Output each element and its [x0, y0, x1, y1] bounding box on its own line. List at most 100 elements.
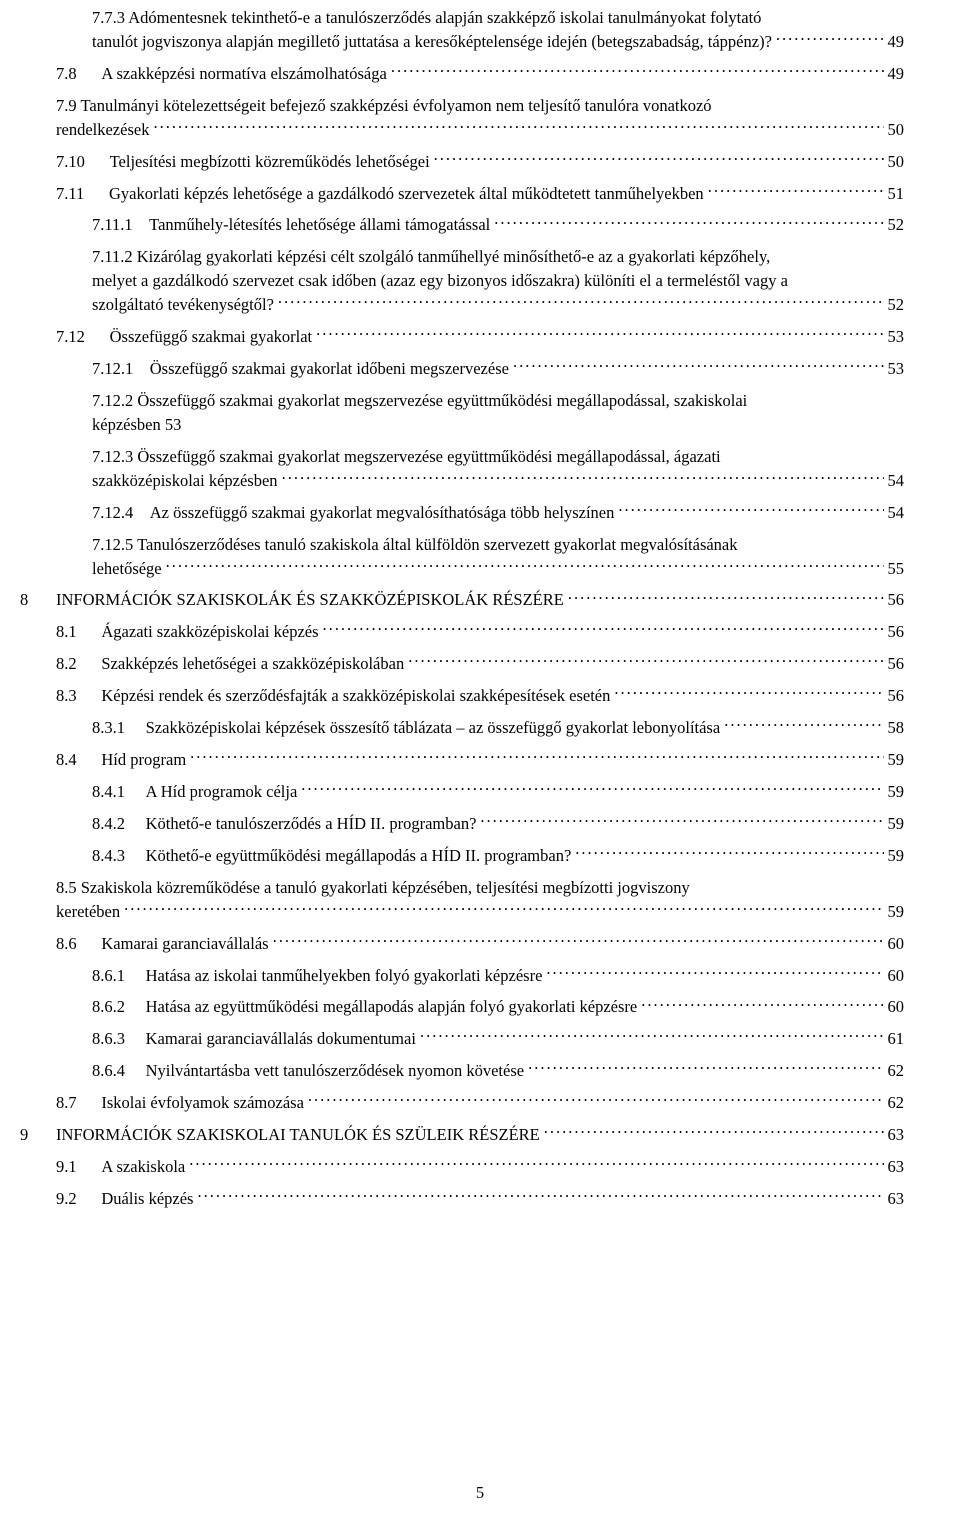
toc-title: A szakiskola: [101, 1155, 185, 1179]
toc-entry[interactable]: 8.6.4 Nyilvántartásba vett tanulószerződ…: [56, 1059, 904, 1083]
toc-gap: [125, 812, 146, 836]
toc-gap: [77, 1091, 102, 1115]
toc-leader-dots: [544, 1124, 884, 1141]
toc-page-ref: 59: [888, 748, 905, 772]
toc-title: Összefüggő szakmai gyakorlat: [110, 325, 313, 349]
toc-container: 7.7.3 Adómentesnek tekinthető-e a tanuló…: [56, 6, 904, 1211]
toc-number: 8.6.2: [92, 995, 125, 1019]
toc-page-ref: 53: [888, 325, 905, 349]
toc-title: Köthető-e együttműködési megállapodás a …: [146, 844, 572, 868]
toc-entry[interactable]: 7.12.2 Összefüggő szakmai gyakorlat megs…: [56, 389, 904, 437]
toc-gap: [77, 748, 102, 772]
toc-entry[interactable]: 8.4.1 A Híd programok célja 59: [56, 780, 904, 804]
toc-title: Gyakorlati képzés lehetősége a gazdálkod…: [109, 182, 704, 206]
toc-entry[interactable]: 7.12.3 Összefüggő szakmai gyakorlat megs…: [56, 445, 904, 493]
page-number: 5: [0, 1483, 960, 1503]
toc-number: 9: [20, 1123, 56, 1147]
toc-entry[interactable]: 9.1 A szakiskola 63: [56, 1155, 904, 1179]
toc-entry[interactable]: 8.7 Iskolai évfolyamok számozása 62: [56, 1091, 904, 1115]
toc-entry[interactable]: 8.3 Képzési rendek és szerződésfajták a …: [56, 684, 904, 708]
toc-entry[interactable]: 7.11.1 Tanműhely-létesítés lehetősége ál…: [56, 213, 904, 237]
toc-page-ref: 49: [888, 62, 905, 86]
toc-entry[interactable]: 7.11.2 Kizárólag gyakorlati képzési célt…: [56, 245, 904, 317]
toc-text-line: melyet a gazdálkodó szervezet csak időbe…: [92, 269, 904, 293]
toc-title: Nyilvántartásba vett tanulószerződések n…: [146, 1059, 524, 1083]
toc-entry[interactable]: 7.12.1 Összefüggő szakmai gyakorlat időb…: [56, 357, 904, 381]
toc-title: Az összefüggő szakmai gyakorlat megvalós…: [150, 501, 615, 525]
toc-gap: [125, 995, 146, 1019]
toc-title: Hatása az együttműködési megállapodás al…: [146, 995, 638, 1019]
toc-entry[interactable]: 7.7.3 Adómentesnek tekinthető-e a tanuló…: [56, 6, 904, 54]
toc-title: INFORMÁCIÓK SZAKISKOLÁK ÉS SZAKKÖZÉPISKO…: [56, 588, 564, 612]
toc-gap: [77, 620, 102, 644]
toc-entry[interactable]: 7.9 Tanulmányi kötelezettségeit befejező…: [56, 94, 904, 142]
toc-title: A Híd programok célja: [146, 780, 298, 804]
toc-gap: [125, 780, 146, 804]
toc-leader-dots: [153, 118, 883, 135]
toc-last-line: képzésben 53: [92, 413, 904, 437]
toc-entry[interactable]: 8.3.1 Szakközépiskolai képzések összesít…: [56, 716, 904, 740]
toc-page-ref: 54: [888, 469, 905, 493]
toc-entry[interactable]: 8.6 Kamarai garanciavállalás 60: [56, 932, 904, 956]
toc-leader-dots: [420, 1028, 884, 1045]
toc-gap: [77, 932, 102, 956]
toc-gap: [125, 1027, 146, 1051]
toc-entry[interactable]: 7.11 Gyakorlati képzés lehetősége a gazd…: [56, 182, 904, 206]
toc-gap: [85, 150, 110, 174]
toc-entry[interactable]: 8.4 Híd program 59: [56, 748, 904, 772]
toc-gap: [77, 1187, 102, 1211]
toc-entry[interactable]: 7.12.5 Tanulószerződéses tanuló szakisko…: [56, 533, 904, 581]
toc-entry[interactable]: 8.6.2 Hatása az együttműködési megállapo…: [56, 995, 904, 1019]
toc-entry[interactable]: 9INFORMÁCIÓK SZAKISKOLAI TANULÓK ÉS SZÜL…: [20, 1123, 904, 1147]
toc-number: 7.11: [56, 182, 84, 206]
toc-number: 8.3: [56, 684, 77, 708]
toc-leader-dots: [189, 1156, 883, 1173]
toc-number: 8.6.4: [92, 1059, 125, 1083]
toc-page-ref: 60: [888, 964, 905, 988]
toc-entry[interactable]: 8.6.3 Kamarai garanciavállalás dokumentu…: [56, 1027, 904, 1051]
toc-page-ref: 56: [888, 620, 905, 644]
toc-gap: [77, 62, 102, 86]
toc-leader-dots: [124, 900, 883, 917]
toc-number: 7.10: [56, 150, 85, 174]
toc-page-ref: 63: [888, 1123, 905, 1147]
toc-title: Köthető-e tanulószerződés a HÍD II. prog…: [146, 812, 477, 836]
toc-title: Kamarai garanciavállalás dokumentumai: [146, 1027, 416, 1051]
toc-title: Szakképzés lehetőségei a szakközépiskolá…: [101, 652, 404, 676]
toc-leader-dots: [708, 182, 884, 199]
toc-entry[interactable]: 8INFORMÁCIÓK SZAKISKOLÁK ÉS SZAKKÖZÉPISK…: [20, 588, 904, 612]
toc-number: 8.4.3: [92, 844, 125, 868]
toc-entry[interactable]: 7.10 Teljesítési megbízotti közreműködés…: [56, 150, 904, 174]
toc-entry[interactable]: 7.8 A szakképzési normatíva elszámolható…: [56, 62, 904, 86]
toc-text-line: 8.5 Szakiskola közreműködése a tanuló gy…: [56, 876, 904, 900]
toc-page-ref: 59: [888, 780, 905, 804]
toc-entry[interactable]: 8.1 Ágazati szakközépiskolai képzés 56: [56, 620, 904, 644]
toc-number: 9.2: [56, 1187, 77, 1211]
toc-page-ref: 59: [888, 844, 905, 868]
toc-page-ref: 60: [888, 995, 905, 1019]
toc-text: szolgáltató tevékenységtől?: [92, 293, 274, 317]
toc-page-ref: 51: [888, 182, 905, 206]
toc-text: szakközépiskolai képzésben: [92, 469, 278, 493]
toc-page-ref: 49: [888, 30, 905, 54]
toc-text: tanulót jogviszonya alapján megillető ju…: [92, 30, 772, 54]
toc-page-ref: 56: [888, 588, 905, 612]
toc-text-line: 7.9 Tanulmányi kötelezettségeit befejező…: [56, 94, 904, 118]
toc-entry[interactable]: 7.12 Összefüggő szakmai gyakorlat 53: [56, 325, 904, 349]
toc-title: INFORMÁCIÓK SZAKISKOLAI TANULÓK ÉS SZÜLE…: [56, 1123, 540, 1147]
toc-title: Híd program: [101, 748, 186, 772]
toc-last-line: rendelkezések 50: [56, 118, 904, 142]
toc-text-line: 7.12.3 Összefüggő szakmai gyakorlat megs…: [92, 445, 904, 469]
toc-entry[interactable]: 8.2 Szakképzés lehetőségei a szakközépis…: [56, 652, 904, 676]
toc-entry[interactable]: 8.4.3 Köthető-e együttműködési megállapo…: [56, 844, 904, 868]
toc-text: rendelkezések: [56, 118, 149, 142]
toc-entry[interactable]: 8.5 Szakiskola közreműködése a tanuló gy…: [56, 876, 904, 924]
toc-page-ref: 61: [888, 1027, 905, 1051]
toc-entry[interactable]: 7.12.4 Az összefüggő szakmai gyakorlat m…: [56, 501, 904, 525]
toc-entry[interactable]: 8.6.1 Hatása az iskolai tanműhelyekben f…: [56, 964, 904, 988]
toc-number: 8: [20, 588, 56, 612]
toc-entry[interactable]: 8.4.2 Köthető-e tanulószerződés a HÍD II…: [56, 812, 904, 836]
toc-leader-dots: [546, 964, 883, 981]
toc-entry[interactable]: 9.2 Duális képzés 63: [56, 1187, 904, 1211]
toc-last-line: keretében 59: [56, 900, 904, 924]
